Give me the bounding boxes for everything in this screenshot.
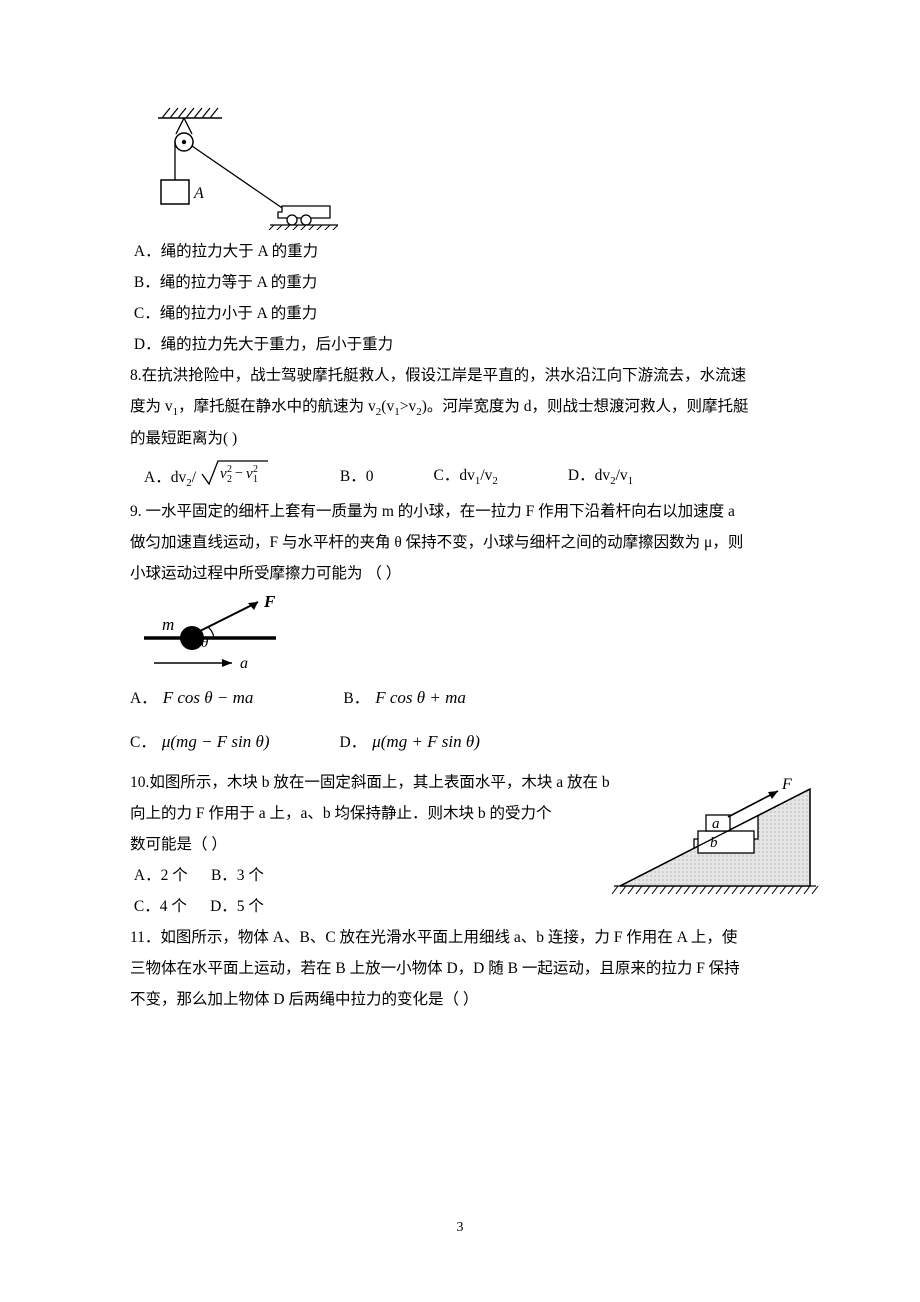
svg-text:a: a — [240, 655, 248, 672]
q9-option-c: C． μ(mg − F sin θ) — [130, 725, 270, 759]
q8-option-a: A．dv2/ v 2 2 − v 2 1 — [144, 458, 270, 494]
svg-text:b: b — [710, 835, 718, 851]
q9-option-b: B． F cos θ + ma — [343, 681, 466, 715]
q9-stem-line1: 9. 一水平固定的细杆上套有一质量为 m 的小球，在一拉力 F 作用下沿着杆向右… — [130, 496, 810, 527]
sqrt-icon: v 2 2 − v 2 1 — [200, 458, 270, 488]
q7-option-c: C．绳的拉力小于 A 的重力 — [130, 298, 810, 329]
svg-text:θ: θ — [201, 635, 209, 651]
q9-options-row1: A． F cos θ − ma B． F cos θ + ma — [130, 681, 810, 715]
svg-text:1: 1 — [253, 474, 258, 485]
svg-text:a: a — [712, 816, 720, 832]
svg-text:m: m — [162, 615, 174, 634]
q11-stem-line1: 11．如图所示，物体 A、B、C 放在光滑水平面上用细线 a、b 连接，力 F … — [130, 922, 810, 953]
q9-option-a: A． F cos θ − ma — [130, 681, 253, 715]
q9-figure: m F θ a — [136, 595, 306, 675]
q10-figure: a b F — [610, 771, 820, 901]
q11-stem-line3: 不变，那么加上物体 D 后两绳中拉力的变化是（ ） — [130, 984, 810, 1015]
q8-stem-line1: 8.在抗洪抢险中，战士驾驶摩托艇救人，假设江岸是平直的，洪水沿江向下游流去，水流… — [130, 360, 810, 391]
svg-text:−: − — [235, 466, 243, 481]
q8-options-row: A．dv2/ v 2 2 − v 2 1 B．0 C．dv1/v2 D．dv2/… — [130, 458, 810, 494]
q11-stem-line2: 三物体在水平面上运动，若在 B 上放一小物体 D，D 随 B 一起运动，且原来的… — [130, 953, 810, 984]
svg-text:v: v — [220, 466, 227, 482]
q7-option-d: D．绳的拉力先大于重力，后小于重力 — [130, 329, 810, 360]
svg-text:F: F — [781, 776, 792, 793]
q8-stem-line3: 的最短距离为( ) — [130, 423, 810, 454]
q8-option-b: B．0 — [340, 461, 374, 492]
svg-text:2: 2 — [227, 474, 232, 485]
q8-option-d: D．dv2/v1 — [568, 460, 633, 492]
q8-stem-line2: 度为 v1，摩托艇在静水中的航速为 v2(v1>v2)。河岸宽度为 d，则战士想… — [130, 391, 810, 423]
svg-text:A: A — [193, 185, 204, 202]
q10-stem-line2: 向上的力 F 作用于 a 上，a、b 均保持静止．则木块 b 的受力个 — [130, 798, 580, 829]
q9-options-row2: C． μ(mg − F sin θ) D． μ(mg + F sin θ) — [130, 725, 810, 759]
q7-option-a: A．绳的拉力大于 A 的重力 — [130, 236, 810, 267]
svg-text:v: v — [246, 466, 253, 482]
q7-figure: A — [130, 100, 340, 230]
q8-option-c: C．dv1/v2 — [433, 460, 497, 492]
q9-stem-line3: 小球运动过程中所受摩擦力可能为 （ ） — [130, 558, 810, 589]
q7-option-b: B．绳的拉力等于 A 的重力 — [130, 267, 810, 298]
page-number: 3 — [0, 1214, 920, 1242]
svg-text:F: F — [263, 595, 276, 611]
q9-stem-line2: 做匀加速直线运动，F 与水平杆的夹角 θ 保持不变，小球与细杆之间的动摩擦因数为… — [130, 527, 810, 558]
q9-option-d: D． μ(mg + F sin θ) — [340, 725, 480, 759]
